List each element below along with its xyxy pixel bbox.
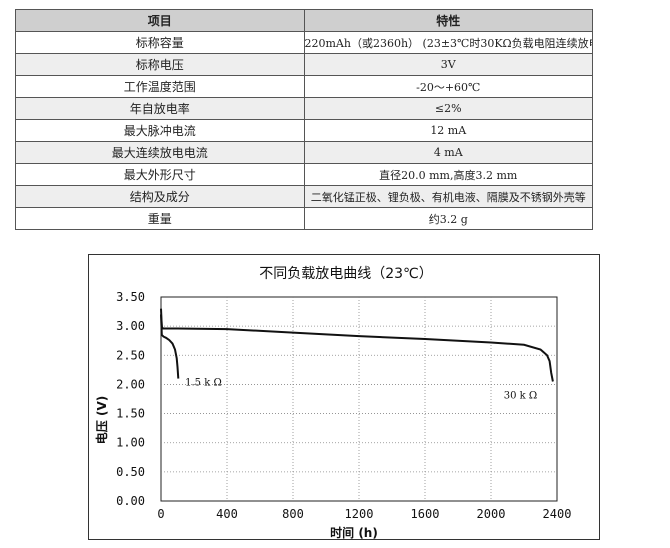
row-label: 最大连续放电电流 <box>15 141 305 164</box>
y-tick-label: 1.50 <box>116 407 145 421</box>
row-value: -20～+60℃ <box>303 75 593 98</box>
row-value: 3V <box>303 53 593 76</box>
x-axis-label: 时间 (h) <box>330 525 378 540</box>
table-row: 标称电压 3V <box>15 53 593 76</box>
y-tick-label: 0.50 <box>116 465 145 479</box>
series-annotation: 30 k Ω <box>504 390 537 401</box>
table-row: 年自放电率 ≤2% <box>15 97 593 120</box>
chart-series <box>160 308 554 382</box>
row-label: 标称容量 <box>15 31 305 54</box>
y-tick-label: 1.00 <box>116 436 145 450</box>
x-tick-label: 2400 <box>543 507 572 521</box>
discharge-curve-chart: 不同负载放电曲线（23℃） 0.00 0.50 1.00 1.50 2.00 2.50 3.… <box>88 254 600 540</box>
table-header-row: 项目 特性 <box>15 9 593 32</box>
x-tick-label: 0 <box>157 507 164 521</box>
table-row: 最大连续放电电流 4 mA <box>15 141 593 164</box>
row-value: 约3.2 g <box>303 207 593 230</box>
y-tick-label: 2.00 <box>116 377 145 391</box>
row-value: 4 mA <box>303 141 593 164</box>
x-tick-label: 800 <box>282 507 304 521</box>
row-label: 标称电压 <box>15 53 305 76</box>
x-tick-label: 1600 <box>411 507 440 521</box>
row-label: 工作温度范围 <box>15 75 305 98</box>
chart-labels: 1.5 k Ω 30 k Ω <box>185 378 537 402</box>
row-value: 二氧化锰正极、锂负极、有机电液、隔膜及不锈钢外壳等 <box>303 185 593 208</box>
table-row: 最大脉冲电流 12 mA <box>15 119 593 142</box>
row-value: 直径20.0 mm,高度3.2 mm <box>303 163 593 186</box>
row-label: 最大脉冲电流 <box>15 119 305 142</box>
row-value: 12 mA <box>303 119 593 142</box>
y-tick-label: 3.50 <box>116 290 145 304</box>
header-item: 项目 <box>15 9 305 32</box>
x-tick-label: 400 <box>216 507 238 521</box>
chart-grid <box>160 296 558 502</box>
x-tick-label: 1200 <box>345 507 374 521</box>
table-row: 工作温度范围 -20～+60℃ <box>15 75 593 98</box>
y-tick-label: 0.00 <box>116 494 145 508</box>
y-axis-label: 电压 (V) <box>94 396 109 444</box>
x-tick-label: 2000 <box>477 507 506 521</box>
row-value: ≤2% <box>303 97 593 120</box>
y-tick-label: 2.50 <box>116 348 145 362</box>
row-label: 年自放电率 <box>15 97 305 120</box>
chart-axes: 0.00 0.50 1.00 1.50 2.00 2.50 3.00 3.50 0 400 800 1… <box>116 290 571 521</box>
chart-title: 不同负载放电曲线（23℃） <box>259 266 433 282</box>
series-annotation: 1.5 k Ω <box>185 378 222 389</box>
series-line-1 <box>160 314 180 379</box>
header-property: 特性 <box>303 9 593 32</box>
y-tick-label: 3.00 <box>116 319 145 333</box>
chart-frame <box>88 254 600 540</box>
row-label: 最大外形尺寸 <box>15 163 305 186</box>
spec-table: 项目 特性 标称容量 220mAh（或2360h） (23±3℃时30KΩ负载电阻… <box>15 9 593 230</box>
row-label: 重量 <box>15 207 305 230</box>
row-label: 结构及成分 <box>15 185 305 208</box>
series-line-2 <box>160 308 554 382</box>
table-row: 结构及成分 二氧化锰正极、锂负极、有机电液、隔膜及不锈钢外壳等 <box>15 185 593 208</box>
table-row: 重量 约3.2 g <box>15 207 593 230</box>
row-value: 220mAh（或2360h） (23±3℃时30KΩ负载电阻连续放电至2.0V) <box>303 31 593 54</box>
table-row: 最大外形尺寸 直径20.0 mm,高度3.2 mm <box>15 163 593 186</box>
